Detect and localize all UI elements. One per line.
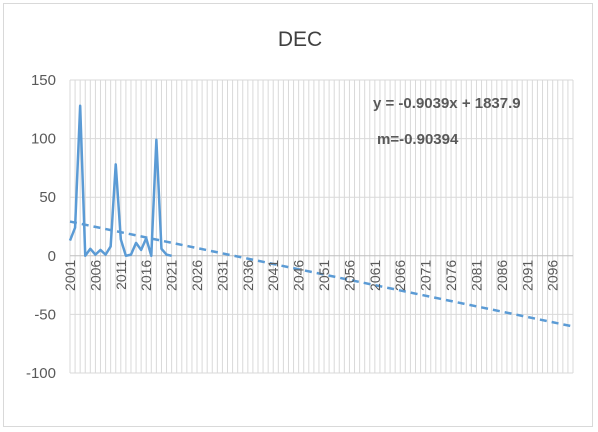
x-tick-label: 2011 — [113, 260, 129, 290]
data-line — [68, 104, 172, 258]
slope-annotation: m=-0.90394 — [377, 131, 459, 148]
y-tick-label: 0 — [48, 248, 56, 265]
x-tick-label: 2026 — [189, 260, 205, 291]
x-tick-label: 2071 — [418, 260, 434, 291]
y-tick-label: -50 — [34, 306, 56, 323]
y-tick-label: 150 — [31, 72, 56, 89]
y-tick-label: 50 — [39, 189, 56, 206]
y-tick-label: -100 — [26, 365, 56, 382]
x-tick-label: 2001 — [62, 260, 78, 291]
x-tick-label: 2096 — [545, 260, 561, 291]
tick-labels: 150 100 50 0 -50 -100 2001 2006 2011 2016 2021 2026… — [26, 72, 561, 382]
x-tick-label: 2006 — [87, 260, 103, 291]
x-tick-label: 2041 — [265, 260, 281, 291]
series-layer — [68, 104, 574, 328]
gridlines — [69, 79, 574, 374]
y-tick-label: 100 — [31, 131, 56, 148]
chart-area — [3, 3, 593, 427]
x-tick-label: 2031 — [214, 260, 230, 291]
x-tick-label: 2081 — [468, 260, 484, 291]
chart-title: DEC — [278, 28, 322, 51]
x-tick-label: 2016 — [138, 260, 154, 291]
x-tick-label: 2036 — [240, 260, 256, 291]
x-tick-label: 2056 — [341, 260, 357, 291]
x-tick-label: 2076 — [443, 260, 459, 291]
x-tick-label: 2091 — [519, 260, 535, 291]
x-tick-label: 2051 — [316, 260, 332, 291]
x-tick-label: 2066 — [392, 260, 408, 291]
x-tick-label: 2046 — [291, 260, 307, 291]
trendline — [69, 220, 574, 328]
trendline-equation: y = -0.9039x + 1837.9 — [373, 95, 521, 112]
x-tick-label: 2086 — [494, 260, 510, 291]
x-tick-label: 2061 — [367, 260, 383, 291]
x-tick-label: 2021 — [164, 260, 180, 291]
